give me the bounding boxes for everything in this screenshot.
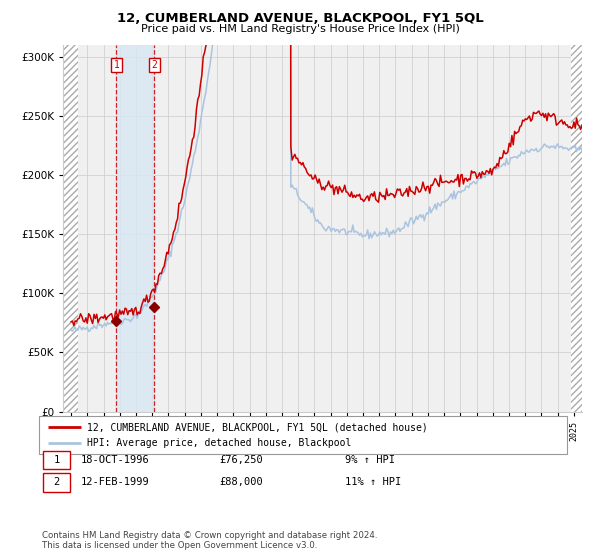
Bar bbox=[63, 45, 77, 412]
Text: 1: 1 bbox=[53, 455, 59, 465]
Text: £76,250: £76,250 bbox=[219, 455, 263, 465]
Text: 12-FEB-1999: 12-FEB-1999 bbox=[81, 478, 150, 487]
Text: HPI: Average price, detached house, Blackpool: HPI: Average price, detached house, Blac… bbox=[87, 437, 352, 447]
Text: 11% ↑ HPI: 11% ↑ HPI bbox=[345, 478, 401, 487]
Text: 12, CUMBERLAND AVENUE, BLACKPOOL, FY1 5QL: 12, CUMBERLAND AVENUE, BLACKPOOL, FY1 5Q… bbox=[116, 12, 484, 25]
Text: Price paid vs. HM Land Registry's House Price Index (HPI): Price paid vs. HM Land Registry's House … bbox=[140, 24, 460, 34]
Bar bbox=[116, 45, 154, 412]
Text: 9% ↑ HPI: 9% ↑ HPI bbox=[345, 455, 395, 465]
Text: 1: 1 bbox=[113, 60, 119, 70]
Text: 2: 2 bbox=[151, 60, 157, 70]
Text: 18-OCT-1996: 18-OCT-1996 bbox=[81, 455, 150, 465]
Bar bbox=[571, 45, 582, 412]
Text: £88,000: £88,000 bbox=[219, 478, 263, 487]
Text: 12, CUMBERLAND AVENUE, BLACKPOOL, FY1 5QL (detached house): 12, CUMBERLAND AVENUE, BLACKPOOL, FY1 5Q… bbox=[87, 422, 428, 432]
Text: Contains HM Land Registry data © Crown copyright and database right 2024.
This d: Contains HM Land Registry data © Crown c… bbox=[42, 530, 377, 550]
Text: 2: 2 bbox=[53, 478, 59, 487]
